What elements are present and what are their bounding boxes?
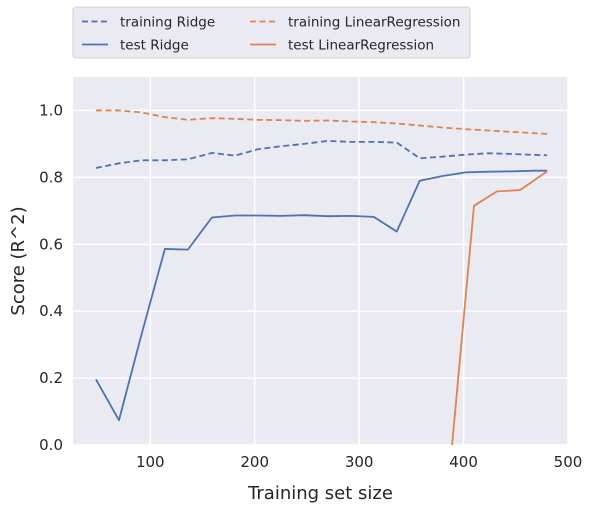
series-line-training-linearregression xyxy=(95,109,548,135)
legend-label: training Ridge xyxy=(120,15,215,31)
y-tick-label: 0.0 xyxy=(39,436,63,454)
x-tick-label: 300 xyxy=(345,453,374,471)
series-line-training-ridge xyxy=(95,139,548,169)
series-line-test-ridge xyxy=(95,169,548,422)
grid xyxy=(73,77,569,446)
y-tick-label: 0.2 xyxy=(39,369,63,387)
y-axis-label: Score (R^2) xyxy=(8,206,29,315)
legend: training Ridge test Ridge training LinearR… xyxy=(72,6,471,59)
x-axis-label: Training set size xyxy=(247,483,393,504)
legend-label: training LinearRegression xyxy=(288,15,460,31)
series-group xyxy=(95,109,548,445)
y-tick-label: 0.4 xyxy=(39,302,63,320)
x-tick-label: 200 xyxy=(240,453,269,471)
x-tick-label: 500 xyxy=(554,453,583,471)
series-line-test-linearregression xyxy=(451,170,548,445)
x-tick-label: 400 xyxy=(449,453,478,471)
x-tick-label: 100 xyxy=(136,453,165,471)
y-tick-label: 1.0 xyxy=(39,101,63,119)
tick-labels: 100 200 300 400 500 0.0 0.2 0.4 0.6 0.8 1.0 xyxy=(39,101,582,471)
legend-label: test LinearRegression xyxy=(288,38,434,54)
legend-label: test Ridge xyxy=(120,38,189,54)
y-tick-label: 0.8 xyxy=(39,168,63,186)
legend-frame xyxy=(72,6,471,59)
plot-area xyxy=(73,77,568,445)
y-tick-label: 0.6 xyxy=(39,235,63,253)
